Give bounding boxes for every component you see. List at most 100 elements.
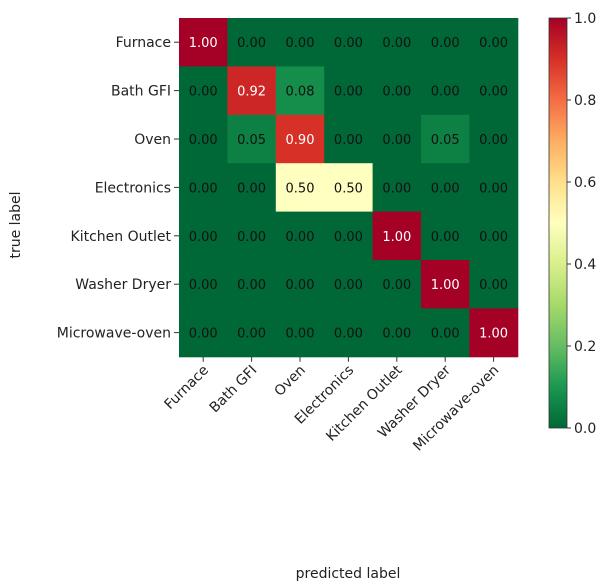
cell-value-label: 0.00 (382, 36, 411, 51)
cell-value-label: 0.05 (237, 133, 266, 148)
heatmap-cell (324, 66, 374, 116)
cell-value-label: 0.00 (382, 181, 411, 196)
heatmap-cell (421, 114, 470, 164)
cell-value-label: 0.00 (382, 327, 411, 342)
heatmap-cell (421, 308, 470, 358)
cell-value-label: 0.50 (334, 181, 363, 196)
colorbar-tick-label: 0.4 (574, 257, 596, 273)
heatmap-cell (421, 66, 470, 116)
heatmap-cell (469, 260, 519, 309)
heatmap-cell (179, 308, 228, 358)
heatmap-cell (227, 211, 277, 261)
x-axis-label: predicted label (296, 566, 401, 582)
heatmap-cell (324, 211, 374, 261)
colorbar-tick-label: 1.0 (574, 11, 596, 27)
cell-value-label: 0.00 (334, 36, 363, 51)
cell-value-label: 0.00 (286, 230, 315, 245)
heatmap-cell (227, 308, 277, 358)
cell-value-label: 0.00 (431, 85, 460, 100)
cell-value-label: 0.00 (479, 133, 508, 148)
heatmap-cell (372, 308, 422, 358)
cell-value-label: 0.00 (479, 85, 508, 100)
heatmap-cell (275, 66, 325, 116)
heatmap-cell (275, 308, 325, 358)
heatmap-cell (179, 211, 228, 261)
cell-value-label: 0.00 (479, 230, 508, 245)
cell-value-label: 0.00 (286, 327, 315, 342)
y-tick-label: Bath GFI (111, 84, 171, 100)
y-tick-label: Oven (134, 132, 171, 148)
heatmap-cell (372, 18, 422, 67)
colorbar (548, 17, 568, 429)
heatmap-cell (227, 260, 277, 309)
cell-value-label: 0.50 (286, 181, 315, 196)
cell-value-label: 0.00 (334, 133, 363, 148)
colorbar-tick-label: 0.6 (574, 175, 596, 191)
heatmap-cell (469, 18, 519, 67)
heatmap-cell (179, 18, 228, 67)
colorbar-tick-label: 0.2 (574, 339, 596, 355)
heatmap-cell (469, 66, 519, 116)
colorbar-tick-label: 0.0 (574, 421, 596, 437)
heatmap-cell (275, 18, 325, 67)
cell-value-label: 0.00 (334, 85, 363, 100)
cell-value-label: 1.00 (479, 327, 508, 342)
heatmap-cell (372, 114, 422, 164)
cell-value-label: 0.00 (237, 230, 266, 245)
heatmap-cell (421, 211, 470, 261)
x-tick-label: Oven (271, 362, 308, 399)
cell-value-label: 1.00 (189, 36, 218, 51)
heatmap-cell (469, 114, 519, 164)
y-tick-label: Microwave-oven (57, 326, 171, 342)
cell-value-label: 0.00 (431, 230, 460, 245)
y-axis-ticks: Furnace Bath GFI Oven Electronics Kitchen Ou… (57, 35, 179, 342)
cell-value-label: 0.00 (431, 36, 460, 51)
heatmap-cell (179, 260, 228, 309)
y-tick-label: Kitchen Outlet (71, 229, 172, 245)
heatmap-cell (275, 211, 325, 261)
cell-value-label: 0.00 (334, 230, 363, 245)
x-tick-label: Furnace (162, 362, 213, 413)
heatmap-cell (227, 66, 277, 116)
heatmap-cell (372, 66, 422, 116)
cell-value-label: 0.00 (237, 327, 266, 342)
heatmap-cell (469, 163, 519, 213)
cell-value-label: 0.00 (237, 36, 266, 51)
cell-value-label: 0.00 (189, 230, 218, 245)
heatmap-cell (421, 163, 470, 213)
heatmap-cell (324, 163, 374, 213)
heatmap-cell (324, 308, 374, 358)
y-tick-label: Electronics (95, 180, 171, 196)
cell-value-label: 0.00 (286, 36, 315, 51)
cell-value-label: 1.00 (431, 278, 460, 293)
heatmap-cell (275, 163, 325, 213)
cell-value-label: 0.00 (431, 327, 460, 342)
heatmap-cell (469, 211, 519, 261)
heatmap-cell (324, 114, 374, 164)
cell-value-label: 0.00 (479, 36, 508, 51)
cell-value-label: 0.00 (334, 278, 363, 293)
cell-value-label: 0.05 (431, 133, 460, 148)
heatmap-cell (275, 114, 325, 164)
heatmap-cell (421, 18, 470, 67)
cell-value-label: 0.00 (382, 278, 411, 293)
cell-value-label: 0.00 (382, 85, 411, 100)
y-axis-label: true label (8, 191, 24, 258)
heatmap-cell (179, 66, 228, 116)
cell-value-label: 0.00 (237, 278, 266, 293)
x-tick-label: Microwave-oven (410, 362, 502, 454)
cell-value-label: 0.00 (189, 133, 218, 148)
cell-value-label: 0.00 (286, 278, 315, 293)
cell-value-label: 0.00 (479, 181, 508, 196)
heatmap-cell (372, 260, 422, 309)
y-tick-label: Furnace (116, 35, 171, 51)
cell-value-label: 0.00 (189, 181, 218, 196)
heatmap-cell (421, 260, 470, 309)
heatmap-cell (275, 260, 325, 309)
heatmap-cells (179, 18, 519, 358)
cell-value-label: 0.00 (382, 133, 411, 148)
cell-value-label: 0.00 (189, 85, 218, 100)
heatmap-cell (372, 211, 422, 261)
